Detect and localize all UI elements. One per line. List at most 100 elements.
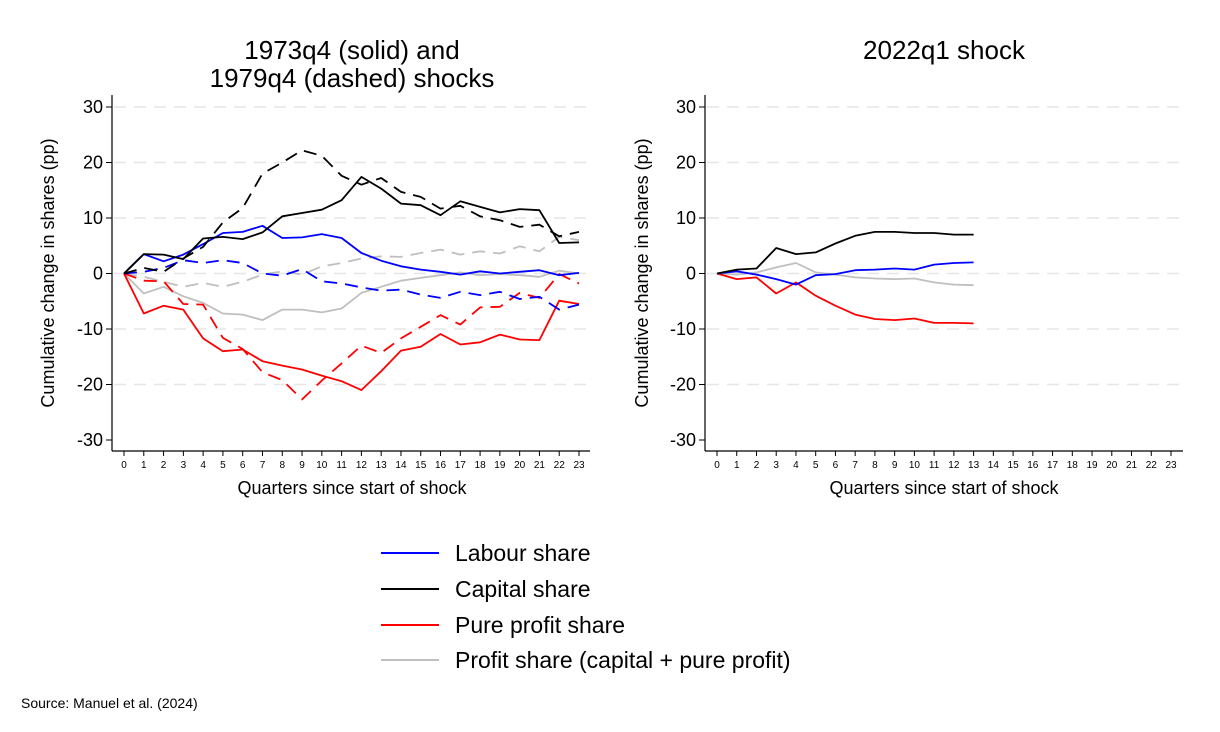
x-tick-label: 21 [534,460,546,471]
x-tick-label: 3 [773,460,779,471]
x-tick-label: 17 [1047,460,1059,471]
x-tick-label: 15 [1008,460,1020,471]
x-tick-label: 3 [181,460,187,471]
y-tick-label: 10 [83,208,103,228]
y-tick-label: 30 [83,97,103,117]
x-tick-label: 6 [240,460,246,471]
x-tick-label: 10 [316,460,328,471]
series-line-profit-share-1973q4 [123,269,580,322]
x-tick-label: 7 [260,460,266,471]
x-tick-label: 7 [852,460,858,471]
x-tick-label: 4 [200,460,206,471]
series-line-profit-share-1979q4 [123,235,580,288]
x-axis-label: Quarters since start of shock [237,478,467,498]
x-tick-label: 23 [573,460,585,471]
x-tick-label: 22 [554,460,566,471]
series-line-labour-share [716,261,974,286]
x-tick-label: 18 [1067,460,1079,471]
legend: Labour share Capital share Pure profit s… [381,540,791,673]
y-axis-label: Cumulative change in shares (pp) [38,138,58,407]
x-tick-label: 8 [279,460,285,471]
x-tick-label: 5 [813,460,819,471]
x-tick-label: 19 [1086,460,1098,471]
y-tick-label: -20 [670,375,696,395]
x-tick-label: 15 [415,460,427,471]
y-axis-ticks: 30 20 10 0 -10 -20 -30 [77,97,112,450]
x-tick-label: 0 [714,460,720,471]
series-line-labour-share-1979q4 [123,259,580,311]
y-tick-label: -30 [77,430,103,450]
axes [704,95,1183,452]
x-tick-label: 11 [336,460,347,471]
x-axis-ticks: 0 1 2 3 4 5 6 7 8 9 10 11 12 13 14 15 16 17 18 19 20 21 22 23 [714,451,1177,471]
y-tick-label: 10 [676,208,696,228]
x-tick-label: 20 [514,460,526,471]
gridlines [707,106,1181,386]
x-tick-label: 11 [929,460,940,471]
y-tick-label: -20 [77,375,103,395]
x-tick-label: 6 [833,460,839,471]
y-tick-label: 20 [83,153,103,173]
y-axis-ticks: 30 20 10 0 -10 -20 -30 [670,97,705,450]
panel-title-line-2: 1979q4 (dashed) shocks [210,63,495,93]
series-line-labour-share-1973q4 [123,224,580,277]
legend-item-pure-profit: Pure profit share [381,612,625,638]
x-tick-label: 5 [220,460,226,471]
series-line-pure-profit-share-1979q4 [123,272,580,401]
panel-title: 2022q1 shock [863,35,1026,65]
source-note: Source: Manuel et al. (2024) [21,695,198,711]
series-lines [123,149,580,401]
x-tick-label: 1 [734,460,740,471]
x-tick-label: 18 [475,460,487,471]
y-tick-label: 20 [676,153,696,173]
series-line-capital-share-1979q4 [123,149,580,275]
y-tick-label: -10 [670,319,696,339]
x-tick-label: 8 [872,460,878,471]
x-tick-label: 22 [1146,460,1158,471]
x-tick-label: 14 [395,460,407,471]
x-tick-label: 17 [455,460,467,471]
series-line-profit-share-capital-pure-profit [716,262,974,287]
x-tick-label: 10 [909,460,921,471]
x-tick-label: 21 [1126,460,1138,471]
y-tick-label: -30 [670,430,696,450]
series-line-capital-share-1973q4 [123,175,580,275]
x-tick-label: 19 [494,460,506,471]
legend-item-profit: Profit share (capital + pure profit) [381,647,791,673]
y-tick-label: 0 [686,264,696,284]
x-tick-label: 13 [968,460,980,471]
x-tick-label: 16 [435,460,447,471]
x-tick-label: 12 [948,460,960,471]
x-tick-label: 2 [754,460,760,471]
legend-item-labour: Labour share [381,540,591,566]
x-tick-label: 9 [299,460,305,471]
axes [111,95,590,452]
x-tick-label: 16 [1027,460,1039,471]
x-tick-label: 1 [141,460,147,471]
x-tick-label: 23 [1165,460,1177,471]
legend-label-labour: Labour share [455,540,591,566]
panel-1973-1979: 1973q4 (solid) and 1979q4 (dashed) shock… [38,35,590,498]
x-tick-label: 9 [892,460,898,471]
x-axis-ticks: 0 1 2 3 4 5 6 7 8 9 10 11 12 13 14 15 16 17 18 19 20 21 22 23 [121,451,585,471]
legend-item-capital: Capital share [381,576,591,602]
legend-label-capital: Capital share [455,576,591,602]
series-line-capital-share [716,230,974,275]
x-tick-label: 12 [356,460,368,471]
legend-label-pure-profit: Pure profit share [455,612,625,638]
x-axis-label: Quarters since start of shock [829,478,1059,498]
x-tick-label: 14 [988,460,1000,471]
x-tick-label: 0 [121,460,127,471]
x-tick-label: 20 [1106,460,1118,471]
legend-label-profit: Profit share (capital + pure profit) [455,647,791,673]
y-tick-label: 30 [676,97,696,117]
series-lines [716,230,974,325]
series-line-pure-profit-share [716,272,974,325]
y-axis-label: Cumulative change in shares (pp) [632,138,652,407]
x-tick-label: 2 [161,460,167,471]
series-line-pure-profit-share-1973q4 [123,273,580,392]
x-tick-label: 13 [376,460,388,471]
x-tick-label: 4 [793,460,799,471]
